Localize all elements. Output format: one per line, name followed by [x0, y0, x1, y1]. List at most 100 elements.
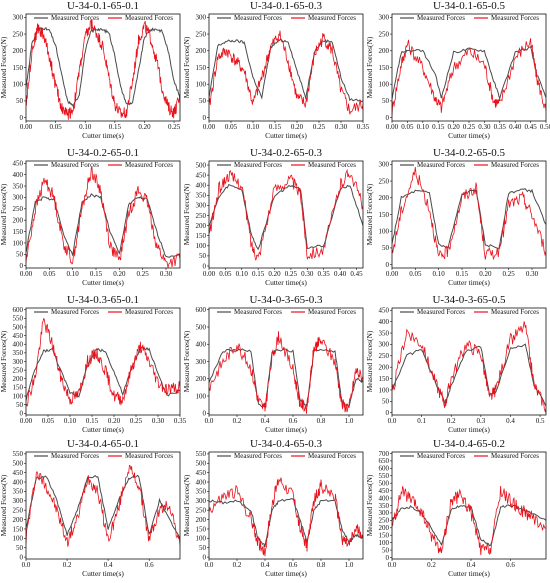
x-tick-label: 0.00: [203, 123, 216, 131]
legend-label: Measured Forces: [234, 452, 282, 460]
y-tick-label: 100: [196, 242, 207, 250]
x-tick-label: 0.30: [526, 270, 539, 278]
x-axis-label: Cutter time(s): [82, 569, 124, 578]
x-tick-label: 0.00: [20, 417, 33, 425]
series-line-simulated: [209, 498, 363, 548]
y-tick-label: 50: [382, 398, 390, 406]
x-tick-label: 0.25: [503, 270, 516, 278]
x-tick-label: 0.05: [49, 123, 62, 131]
x-tick-label: 0.10: [67, 270, 80, 278]
x-tick-label: 0.4: [506, 417, 515, 425]
plot-frame: [208, 13, 364, 122]
x-tick-label: 0.35: [174, 417, 187, 425]
x-tick-label: 0.40: [509, 123, 522, 131]
chart-panel: U-34-0.2-65-0.3 0.00 0.05 0.10 0.15 0.20 0.25 0…: [182, 147, 366, 292]
x-tick-label: 0.20: [108, 417, 121, 425]
chart-title: U-34-0.4-65-0.2: [433, 438, 505, 450]
chart-svg: U-34-0.2-65-0.1 0.00 0.05 0.10 0.15 0.20 0.25 0…: [0, 147, 181, 287]
x-tick-label: 0.15: [269, 123, 282, 131]
y-tick-label: 150: [379, 532, 390, 540]
series-line-measured: [26, 464, 180, 547]
x-tick-label: 0.3: [476, 417, 485, 425]
x-tick-label: 0.8: [317, 561, 326, 569]
y-tick-label: 0: [203, 262, 207, 270]
y-tick-label: 100: [13, 392, 24, 400]
y-axis-label: Measured Forces(N): [0, 183, 8, 245]
series-line-simulated: [392, 343, 546, 407]
legend-label: Measured Forces: [125, 308, 173, 316]
chart-panel: U-34-0.4-65-0.3 0.0 0.2 0.4 0.6 0.8 1.0 0 50 100 1…: [182, 438, 366, 583]
y-tick-label: 250: [13, 205, 24, 213]
y-axis-label: Measured Forces(N): [365, 36, 374, 98]
chart-svg: U-34-0.2-65-0.5 0.00 0.05 0.10 0.15 0.20 0.25 0…: [365, 147, 547, 287]
y-tick-label: 150: [379, 211, 390, 219]
y-tick-label: 300: [196, 202, 207, 210]
y-tick-label: 100: [379, 228, 390, 236]
y-tick-label: 400: [379, 494, 390, 502]
chart-panel: U-34-0.1-65-0.3 0.00 0.05 0.10 0.15 0.20 0.25 0…: [182, 0, 370, 145]
y-tick-label: 250: [379, 177, 390, 185]
x-axis-label: Cutter time(s): [448, 278, 490, 287]
x-tick-label: 0.10: [247, 123, 260, 131]
x-tick-label: 0.20: [291, 123, 304, 131]
x-tick-label: 0.45: [524, 123, 537, 131]
x-tick-label: 0.25: [463, 123, 476, 131]
series-line-simulated: [26, 345, 180, 401]
chart-title: U-34-0.2-65-0.1: [67, 147, 139, 159]
y-tick-label: 300: [379, 509, 390, 517]
legend-label: Measured Forces: [234, 14, 282, 22]
y-tick-label: 550: [379, 472, 390, 480]
plot-frame: [25, 307, 181, 416]
legend-label: Measured Forces: [491, 452, 539, 460]
y-tick-label: 200: [13, 516, 24, 524]
x-axis-label: Cutter time(s): [82, 278, 124, 287]
x-tick-label: 0.00: [203, 270, 216, 278]
y-axis-label: Measured Forces(N): [0, 330, 8, 392]
x-tick-label: 0.2: [63, 561, 72, 569]
chart-svg: U-34-0.1-65-0.3 0.00 0.05 0.10 0.15 0.20 0.25 0…: [182, 0, 370, 140]
y-tick-label: 250: [13, 366, 24, 374]
y-tick-label: 200: [196, 516, 207, 524]
x-tick-label: 0.2: [233, 417, 242, 425]
series-line-simulated: [392, 187, 546, 250]
legend-label: Measured Forces: [125, 452, 173, 460]
x-tick-label: 1.0: [345, 561, 354, 569]
x-tick-label: 0.25: [313, 123, 326, 131]
x-tick-label: 0.50: [540, 123, 550, 131]
y-axis-label: Measured Forces(N): [365, 183, 374, 245]
chart-title: U-34-0.1-65-0.5: [433, 0, 506, 12]
y-tick-label: 350: [196, 192, 207, 200]
legend-label: Measured Forces: [51, 452, 99, 460]
chart-panel: U-34-0.2-65-0.1 0.00 0.05 0.10 0.15 0.20 0.25 0…: [0, 147, 183, 292]
series-line-measured: [392, 166, 546, 261]
plot-frame: [25, 160, 181, 269]
x-tick-label: 0.05: [225, 123, 238, 131]
x-tick-label: 0.20: [479, 270, 492, 278]
y-tick-label: 150: [13, 228, 24, 236]
x-tick-label: 0.10: [64, 417, 77, 425]
legend-label: Measured Forces: [417, 14, 465, 22]
y-tick-label: 600: [379, 465, 390, 473]
series-line-simulated: [392, 46, 546, 100]
y-tick-label: 400: [379, 318, 390, 326]
y-axis-label: Measured Forces(N): [0, 36, 8, 98]
y-tick-label: 400: [13, 341, 24, 349]
chart-title: U-34-0.2-65-0.5: [433, 147, 506, 159]
y-tick-label: 300: [379, 14, 390, 22]
y-tick-label: 0: [203, 553, 207, 561]
y-tick-label: 50: [199, 252, 207, 260]
x-tick-label: 0.05: [401, 123, 414, 131]
chart-panel: U-34-0.4-65-0.2 0.0 0.2 0.4 0.6 0 50 100 150 200 2…: [365, 438, 549, 583]
x-tick-label: 0.2: [447, 417, 456, 425]
y-tick-label: 600: [196, 306, 207, 314]
x-tick-label: 0.20: [268, 270, 281, 278]
chart-svg: U-34-0.4-65-0.2 0.0 0.2 0.4 0.6 0501001502002…: [365, 438, 547, 578]
x-tick-label: 0.10: [79, 123, 92, 131]
y-tick-label: 350: [379, 502, 390, 510]
y-tick-label: 0: [386, 114, 390, 122]
x-tick-label: 0.30: [160, 270, 173, 278]
y-tick-label: 500: [13, 460, 24, 468]
x-tick-label: 0.15: [86, 417, 99, 425]
